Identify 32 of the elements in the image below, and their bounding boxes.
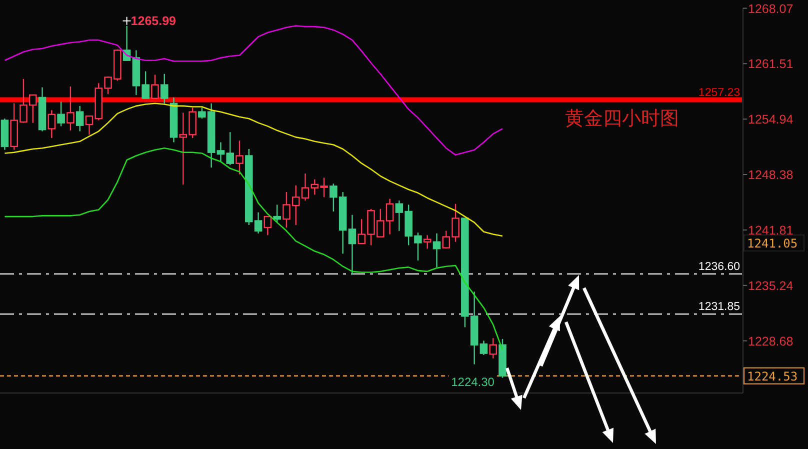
y-tick-label: 1254.94 bbox=[748, 112, 794, 127]
y-tick-label: 1248.38 bbox=[748, 168, 794, 182]
candlestick bbox=[273, 204, 281, 224]
line-series bbox=[4, 102, 504, 237]
candlestick bbox=[48, 110, 56, 139]
candlestick bbox=[66, 86, 74, 132]
annotation: 1265.99 bbox=[130, 14, 176, 28]
ref-line-label: 1257.23 bbox=[698, 86, 740, 99]
candlestick bbox=[151, 74, 159, 99]
candlestick bbox=[423, 234, 432, 250]
candlestick bbox=[480, 340, 488, 356]
candlestick bbox=[432, 232, 441, 268]
candlestick bbox=[301, 172, 310, 202]
y-tick-label: 1268.07 bbox=[748, 2, 794, 16]
candlestick bbox=[348, 214, 356, 276]
candlestick bbox=[236, 140, 244, 175]
line-series bbox=[4, 25, 504, 156]
candlestick bbox=[76, 105, 84, 132]
ref-line-label: 1231.85 bbox=[698, 301, 740, 314]
y-tick-label: 1228.68 bbox=[748, 334, 794, 348]
annotation: 1224.30 bbox=[451, 374, 495, 389]
ref-line-label: 1236.60 bbox=[698, 260, 740, 273]
candlestick bbox=[489, 338, 497, 359]
candlestick bbox=[264, 216, 272, 236]
y-tick-label: 1235.24 bbox=[748, 278, 794, 293]
text: 黄金四小时图 bbox=[565, 108, 679, 130]
y-tick-label: 1261.51 bbox=[748, 57, 794, 72]
ref-line-label: 1224.53 bbox=[747, 369, 798, 384]
candlestick bbox=[160, 73, 168, 104]
text: 1241.05 bbox=[747, 236, 798, 250]
candlestick bbox=[57, 101, 65, 127]
y-tick-label: 1241.81 bbox=[748, 223, 794, 238]
